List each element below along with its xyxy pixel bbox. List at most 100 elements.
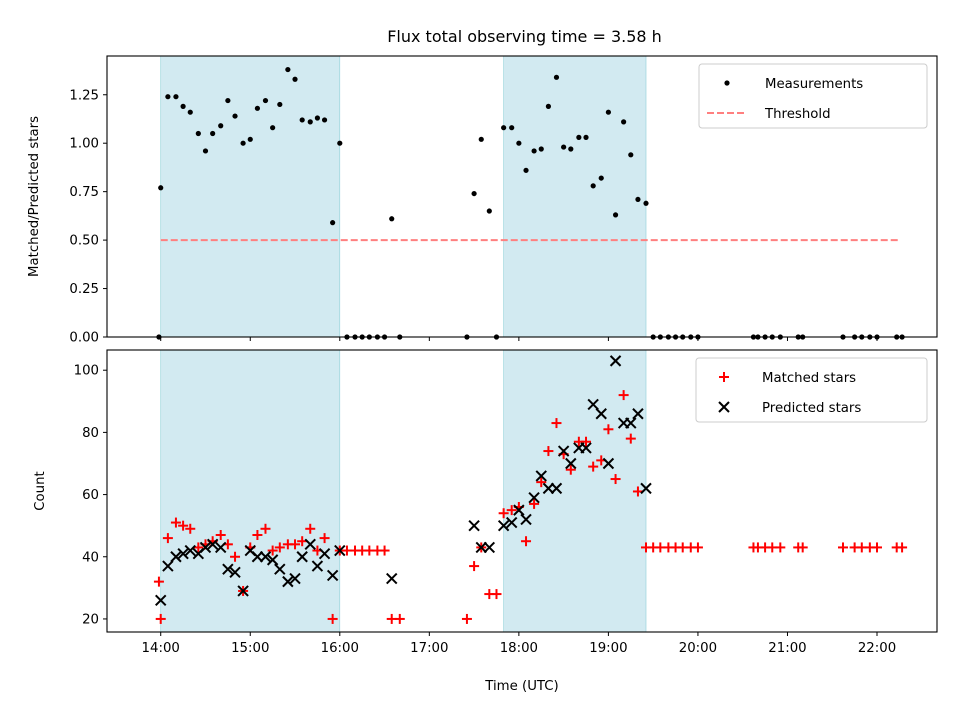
- matched-stars-point: [379, 545, 390, 556]
- predicted-stars-point: [640, 482, 652, 495]
- matched-stars-point: [536, 477, 547, 488]
- bottom-x-tick-label: 21:00: [768, 641, 806, 656]
- top-x-ticks: [160, 337, 878, 341]
- measurements-point: [330, 220, 336, 226]
- figure-title: Flux total observing time = 3.58 h: [387, 27, 662, 46]
- matched-stars-point: [581, 436, 592, 447]
- matched-stars-point: [394, 613, 405, 624]
- bottom-shaded-span-2: [503, 349, 647, 633]
- predicted-stars-point: [497, 519, 510, 532]
- top-shaded-span-1: [160, 55, 341, 338]
- top-panel-ratio: 0.00 0.25 0.50 0.75 1.00 1.25 Matched/Predict…: [27, 55, 938, 346]
- predicted-stars-point: [535, 470, 547, 482]
- matched-stars-point: [153, 576, 164, 587]
- measurements-point: [225, 97, 231, 104]
- matched-stars-point: [469, 561, 480, 572]
- predicted-stars-point: [602, 457, 615, 470]
- measurements-point: [628, 152, 634, 158]
- measurements-point: [583, 134, 589, 140]
- top-y-tick-label: 0.00: [69, 331, 99, 346]
- predicted-stars-point: [468, 519, 480, 532]
- matched-stars-point: [498, 508, 509, 519]
- predicted-stars-point: [483, 541, 496, 554]
- bottom-x-ticks: 14:00 15:00 16:00 17:00 18:00 19:00 20:00 21:00…: [142, 632, 896, 656]
- bottom-legend: Matched stars Predicted stars: [695, 357, 928, 423]
- matched-stars-point: [162, 533, 173, 544]
- predicted-stars-point: [565, 457, 577, 470]
- matched-stars-point: [305, 523, 316, 534]
- bottom-x-tick-label: 22:00: [858, 641, 896, 656]
- matched-stars-point: [260, 523, 271, 534]
- top-shaded-span-2: [503, 55, 647, 338]
- measurements-point: [195, 130, 201, 137]
- predicted-stars-point: [184, 544, 196, 557]
- bottom-x-axis-label: Time (UTC): [484, 679, 559, 694]
- legend-marker-matched: [719, 372, 729, 382]
- measurements-point: [612, 212, 619, 218]
- predicted-stars-point: [162, 560, 174, 572]
- measurements-point: [299, 117, 305, 123]
- top-legend: Measurements Threshold: [698, 63, 928, 129]
- matched-stars-point: [797, 542, 808, 553]
- predicted-stars-point: [311, 560, 324, 572]
- matched-stars-point: [274, 542, 285, 553]
- measurements-point: [210, 130, 216, 137]
- measurements-point: [158, 185, 164, 191]
- predicted-stars-point: [386, 572, 398, 585]
- bottom-panel-counts: 20 40 60 80 100 14:00 15:00 16:00 17:00 18:00 19:…: [33, 349, 938, 694]
- measurements-point: [285, 66, 291, 73]
- matched-stars-point: [290, 539, 301, 550]
- predicted-stars-point: [199, 541, 212, 554]
- predicted-stars-point: [550, 482, 563, 495]
- matched-stars-point: [625, 433, 636, 444]
- measurements-point: [643, 200, 649, 206]
- predicted-stars-point: [505, 516, 518, 529]
- top-y-tick-label: 0.75: [69, 185, 99, 200]
- predicted-stars-point: [513, 504, 525, 516]
- predicted-stars-point: [289, 572, 301, 585]
- measurements-point: [509, 125, 515, 131]
- bottom-x-tick-label: 18:00: [500, 641, 538, 656]
- bottom-shaded-spans: [160, 349, 647, 633]
- bottom-y-tick-label: 60: [82, 488, 99, 503]
- bottom-legend-label: Matched stars: [762, 371, 856, 386]
- measurements-point: [635, 196, 641, 203]
- matched-stars-point: [170, 517, 181, 528]
- predicted-stars-point: [632, 408, 644, 420]
- measurements-point: [247, 136, 253, 142]
- matched-stars-point: [529, 498, 540, 509]
- predicted-stars-point: [296, 551, 308, 563]
- measurements-point: [277, 101, 283, 108]
- matched-stars-point: [603, 424, 614, 435]
- measurements-point: [531, 148, 537, 154]
- matched-stars-point: [692, 542, 703, 553]
- measurements-point: [471, 190, 477, 197]
- predicted-stars-point: [215, 541, 227, 554]
- matched-stars-point: [327, 613, 338, 624]
- matched-stars-point: [618, 390, 629, 401]
- measurements-point: [270, 125, 276, 131]
- bottom-x-tick-label: 16:00: [321, 641, 359, 656]
- bottom-legend-label: Predicted stars: [762, 401, 861, 416]
- measurements-point: [561, 144, 567, 150]
- matched-stars-point: [215, 529, 226, 540]
- predicted-stars-point: [587, 398, 599, 411]
- matched-stars-point: [193, 542, 204, 553]
- matched-stars-point: [155, 613, 166, 624]
- matched-stars-point: [185, 523, 196, 534]
- measurements-point: [568, 146, 574, 152]
- measurements-point: [180, 103, 186, 109]
- predicted-stars-point: [237, 585, 249, 597]
- matched-stars-point: [775, 542, 786, 553]
- bottom-y-axis-label: Count: [33, 471, 48, 511]
- predicted-stars-point: [609, 355, 622, 367]
- matched-stars-point: [461, 613, 472, 624]
- measurements-point: [478, 136, 484, 142]
- legend-marker-predicted: [718, 401, 730, 413]
- measurements-point: [621, 119, 627, 125]
- bottom-x-tick-label: 17:00: [410, 641, 448, 656]
- bottom-y-tick-label: 100: [74, 364, 99, 379]
- measurements-point: [576, 134, 582, 140]
- measurements-point: [218, 123, 224, 129]
- bottom-axes-frame: [106, 349, 938, 633]
